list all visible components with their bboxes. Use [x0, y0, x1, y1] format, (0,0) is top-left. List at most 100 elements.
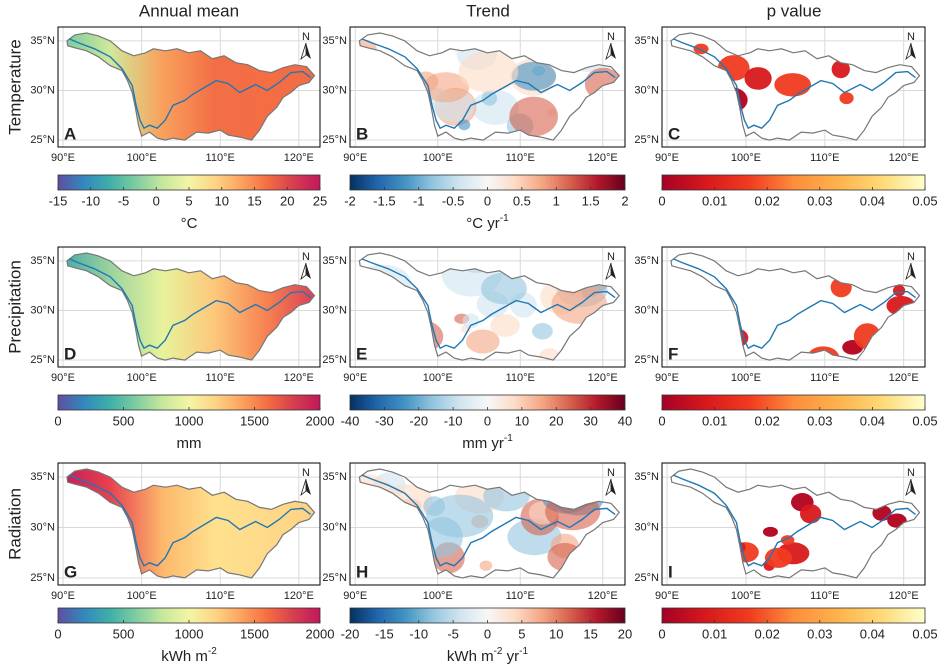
colorbar-tick-label: -10	[409, 626, 428, 641]
lat-tick-label: 25°N	[30, 354, 55, 366]
north-arrow	[605, 262, 612, 281]
colorbar-unit: kWh m-2	[161, 646, 217, 665]
colorbar-unit: °C yr-1	[466, 213, 509, 232]
colorbar-tick-label: -30	[375, 413, 394, 428]
lat-tick-label: 35°N	[322, 35, 347, 47]
river	[673, 474, 916, 567]
colorbar-tick-label: 1.5	[582, 193, 600, 208]
colorbar-tick-label: -40	[341, 413, 360, 428]
unit-text: °C	[181, 215, 198, 232]
lon-tick-label: 120°E	[284, 152, 314, 164]
lon-tick-label: 100°E	[127, 590, 157, 602]
lon-tick-label: 90°E	[51, 372, 75, 384]
column-title: Trend	[466, 1, 510, 20]
colorbar-tick-label: 10	[215, 193, 229, 208]
colorbar-tick-label: -20	[409, 413, 428, 428]
unit-text: kWh m	[161, 648, 208, 665]
lon-tick-label: 90°E	[343, 152, 367, 164]
lon-tick-label: 120°E	[889, 152, 919, 164]
river	[673, 258, 916, 350]
map-frame	[57, 246, 321, 368]
north-arrow	[911, 263, 916, 279]
lat-tick-label: 25°N	[634, 354, 659, 366]
colorbar-tick-label: 0	[484, 413, 491, 428]
lon-tick-label: 110°E	[206, 152, 235, 164]
colorbar-tick-label: 0.05	[912, 626, 937, 641]
map-frame	[57, 462, 321, 586]
field-blob	[511, 61, 557, 91]
lon-tick-label: 100°E	[731, 590, 761, 602]
map-panel: 90°E 100°E 110°E 120°E 35°N 30°N 25°N A N	[30, 26, 321, 164]
colorbar-unit: kWh m-2 yr-1	[447, 646, 529, 665]
map-frame	[661, 246, 926, 368]
lat-tick-label: 25°N	[322, 134, 347, 146]
map-panel: 90°E 100°E 110°E 120°E 35°N 30°N 25°N D N	[30, 246, 321, 384]
lat-tick-label: 30°N	[322, 304, 347, 316]
colorbar-tick-label: 500	[113, 413, 135, 428]
colorbar-tick-label: 0.03	[807, 626, 832, 641]
lon-tick-label: 90°E	[51, 590, 75, 602]
colorbar-tick-label: 1000	[175, 413, 204, 428]
panel-letter: E	[356, 344, 367, 363]
map-frame	[349, 26, 626, 148]
colorbar-tick-label: 500	[113, 626, 135, 641]
lon-tick-label: 100°E	[731, 372, 761, 384]
colorbar-tick-label: 0.03	[807, 193, 832, 208]
river	[69, 38, 312, 130]
lat-tick-label: 30°N	[322, 521, 347, 533]
colorbar-tick-label: 20	[618, 626, 632, 641]
colorbar-tick-label: -20	[341, 626, 360, 641]
north-label: N	[302, 467, 310, 479]
unit-text: kWh m	[447, 648, 494, 665]
unit-superscript: -1	[519, 646, 528, 657]
lat-tick-label: 35°N	[30, 35, 55, 47]
colorbar-tick-label: 0	[484, 193, 491, 208]
north-arrow	[611, 263, 616, 279]
lon-tick-label: 110°E	[810, 590, 839, 602]
basin-outline	[358, 252, 620, 361]
row-label: Temperature	[5, 39, 24, 134]
lat-tick-label: 35°N	[30, 255, 55, 267]
lon-tick-label: 120°E	[889, 372, 919, 384]
lon-tick-label: 110°E	[810, 152, 839, 164]
lat-tick-label: 35°N	[322, 255, 347, 267]
map-panel: 90°E 100°E 110°E 120°E 35°N 30°N 25°N I N	[634, 462, 926, 602]
colorbar-tick-label: 2	[621, 193, 628, 208]
north-arrow	[905, 478, 912, 497]
colorbar-tick-label: -0.5	[442, 193, 464, 208]
colorbar-tick-label: 15	[247, 193, 261, 208]
north-label: N	[302, 31, 310, 43]
lat-tick-label: 30°N	[30, 304, 55, 316]
lat-tick-label: 25°N	[634, 134, 659, 146]
colorbar-tick-label: 0.04	[860, 193, 885, 208]
lon-tick-label: 110°E	[206, 590, 235, 602]
lon-tick-label: 120°E	[588, 590, 618, 602]
column-title: Annual mean	[139, 1, 239, 20]
colorbar-tick-label: 0	[658, 413, 665, 428]
colorbar-tick-label: -10	[444, 413, 463, 428]
field-blob	[839, 92, 854, 105]
field-blob	[762, 526, 778, 537]
north-label: N	[302, 251, 310, 263]
north-arrow	[306, 479, 311, 495]
river	[69, 474, 312, 567]
field-blob	[774, 73, 812, 97]
colorbar-unit: mm yr-1	[462, 433, 513, 452]
colorbar-tick-label: 10	[549, 626, 563, 641]
unit-text: yr	[503, 648, 520, 665]
lat-tick-label: 30°N	[634, 84, 659, 96]
colorbar-tick-label: 1500	[240, 413, 269, 428]
basin-outline	[66, 252, 316, 361]
panel-letter: B	[356, 124, 368, 143]
lat-tick-label: 30°N	[30, 521, 55, 533]
river	[361, 258, 616, 350]
colorbar-tick-label: 10	[515, 413, 529, 428]
lon-tick-label: 120°E	[588, 152, 618, 164]
north-arrow	[911, 479, 916, 495]
north-arrow	[300, 478, 307, 497]
colorbar-unit: mm	[177, 435, 202, 452]
lon-tick-label: 90°E	[343, 372, 367, 384]
lat-tick-label: 35°N	[322, 471, 347, 483]
colorbar-tick-label: -10	[81, 193, 100, 208]
panel-letter: F	[668, 344, 678, 363]
